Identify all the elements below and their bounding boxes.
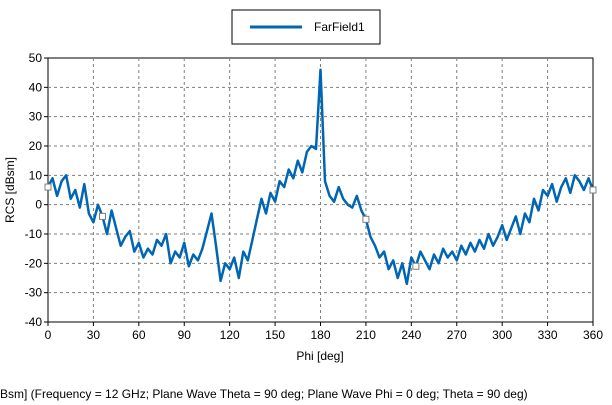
y-tick-label: 10: [29, 168, 43, 182]
x-tick-label: 300: [492, 328, 512, 342]
x-tick-label: 270: [447, 328, 467, 342]
y-tick-label: 0: [35, 198, 42, 212]
y-tick-label: -40: [25, 315, 43, 329]
series-marker: [99, 212, 106, 220]
x-tick-label: 150: [265, 328, 285, 342]
y-axis-ticks: -40 -30 -20 -10 0 10 20 30 40 50: [25, 51, 48, 329]
y-axis-label: RCS [dBsm]: [3, 157, 17, 223]
series-line-farfield1: [46, 68, 595, 286]
y-tick-label: 20: [29, 139, 43, 153]
y-tick-label: 40: [29, 80, 43, 94]
y-tick-label: 30: [29, 110, 43, 124]
x-tick-label: 360: [583, 328, 603, 342]
x-tick-label: 60: [132, 328, 146, 342]
x-tick-label: 90: [178, 328, 192, 342]
grid: [48, 58, 593, 322]
x-tick-label: 120: [220, 328, 240, 342]
x-tick-label: 180: [310, 328, 330, 342]
x-tick-label: 210: [356, 328, 376, 342]
x-tick-label: 330: [538, 328, 558, 342]
y-tick-label: -20: [25, 256, 43, 270]
series-marker: [44, 183, 52, 191]
legend-label-farfield1: FarField1: [314, 20, 365, 34]
x-tick-label: 240: [401, 328, 421, 342]
x-axis-label: Phi [deg]: [296, 349, 343, 363]
series-marker: [589, 186, 597, 194]
series-group: [44, 68, 597, 286]
y-tick-label: -10: [25, 227, 43, 241]
series-marker: [412, 262, 420, 270]
x-tick-label: 30: [87, 328, 101, 342]
y-tick-label: -30: [25, 286, 43, 300]
chart-caption: Bsm] (Frequency = 12 GHz; Plane Wave The…: [0, 387, 528, 401]
y-tick-label: 50: [29, 51, 43, 65]
x-tick-label: 0: [45, 328, 52, 342]
series-marker: [362, 215, 370, 223]
x-axis-ticks: 0 30 60 90 120 150 180 210 240 270 300 330 360: [45, 322, 603, 342]
